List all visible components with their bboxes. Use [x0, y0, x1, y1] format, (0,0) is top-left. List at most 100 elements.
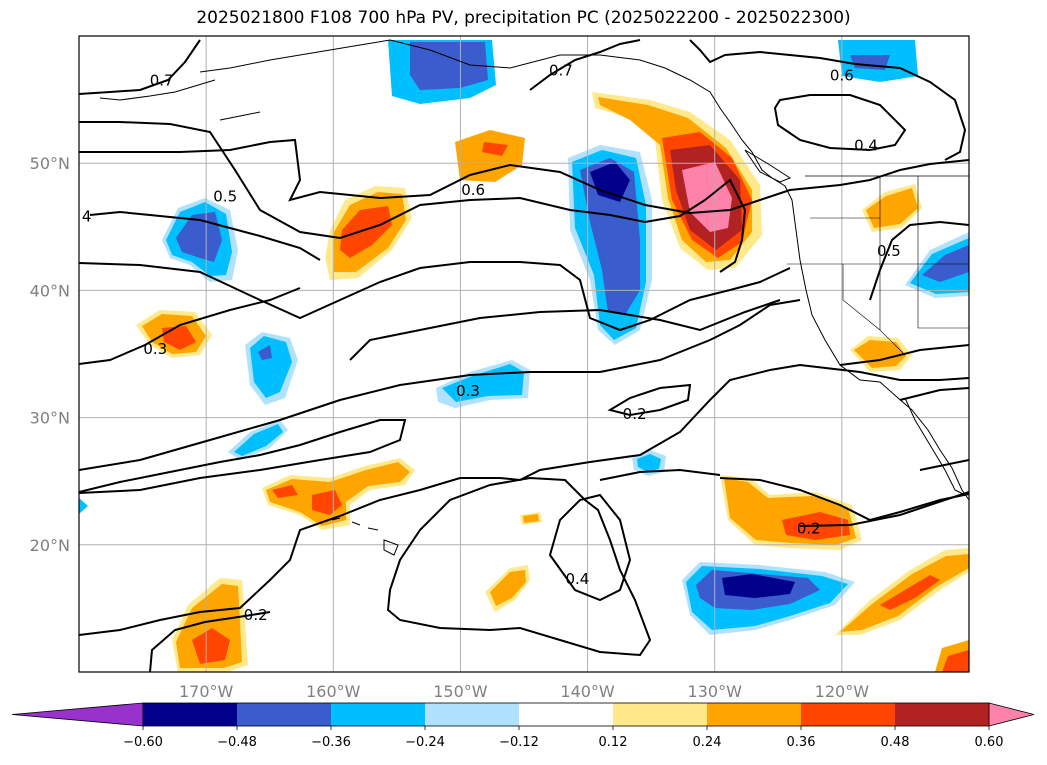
pv-contour-0.5-east: [869, 220, 969, 301]
contour-label: 0.4: [854, 136, 878, 154]
colorbar-tick-label: −0.12: [499, 735, 539, 750]
colorbar-swatch: [331, 703, 426, 726]
precip-blob-positive: [592, 92, 762, 270]
precip-blob-positive: [720, 475, 862, 550]
precip-blob-negative: [228, 420, 288, 460]
colorbar-swatch: [425, 703, 520, 726]
contour-label: 0.2: [244, 606, 268, 624]
precip-blob-negative: [905, 232, 969, 298]
colorbar-extend-min: [11, 702, 144, 727]
pv-contour-0.2-far: [599, 468, 969, 527]
colorbar-swatch: [143, 703, 238, 726]
contour-label: 0.3: [456, 382, 480, 400]
contour-label: 0.3: [143, 340, 167, 358]
contour-label: 0.5: [213, 187, 237, 205]
contour-label: 0.6: [830, 66, 854, 84]
precip-blob-positive: [935, 640, 969, 672]
lon-tick-label: 160°W: [306, 682, 361, 701]
longitude-tick-labels: 170°W 160°W 150°W 140°W 130°W 120°W: [179, 682, 869, 701]
precip-blob-negative: [436, 360, 530, 408]
pv-contour-0.4-inner: [548, 493, 632, 602]
vancouver-island: [744, 149, 792, 183]
pv-contour-0.3: [79, 299, 801, 471]
colorbar-swatch: [895, 703, 990, 726]
precip-blob-positive: [325, 186, 412, 280]
precip-blob-positive: [485, 565, 530, 612]
colorbar-tick-label: 0.36: [787, 735, 816, 750]
precip-blob-negative: [245, 332, 298, 405]
pv-contour-0.2-south: [79, 419, 407, 494]
precip-blob-negative: [568, 145, 652, 345]
colorbar-tick-label: −0.48: [217, 735, 257, 750]
contour-label: 0.7: [150, 72, 174, 90]
pv-contour-0.3-inner: [349, 299, 781, 361]
pv-contours: [79, 39, 969, 672]
pv-contour-0.6-top: [689, 39, 967, 161]
precip-blob-positive: [262, 458, 415, 530]
precip-blob-negative: [682, 562, 855, 635]
lat-tick-label: 50°N: [30, 154, 70, 173]
pv-contour-0.2-long: [79, 363, 969, 636]
precip-blob-negative: [632, 450, 666, 476]
precip-blob-positive: [172, 578, 248, 672]
precip-blob-negative: [388, 40, 496, 104]
pv-contour-0.4-nw: [773, 94, 907, 152]
colorbar-tick-label: 0.24: [693, 735, 722, 750]
lon-tick-label: 140°W: [560, 682, 615, 701]
colorbar-extend-max: [988, 702, 1035, 727]
lon-tick-label: 150°W: [433, 682, 488, 701]
pv-contour-4: [89, 210, 321, 261]
contour-label: 4: [82, 208, 92, 226]
lon-tick-label: 170°W: [179, 682, 234, 701]
coastlines: [99, 39, 969, 556]
pv-contour-east-bands: [839, 344, 969, 471]
colorbar-outline: [142, 702, 990, 727]
precip-blob-negative: [79, 498, 88, 514]
precip-blob-positive: [520, 512, 542, 525]
alaska-coastline: [199, 39, 743, 141]
colorbar-swatch: [801, 703, 896, 726]
pv-contour-0.3-west: [79, 287, 301, 365]
colorbar-swatch: [707, 703, 802, 726]
precipitation-shading: [79, 40, 969, 672]
latitude-tick-labels: 20°N 30°N 40°N 50°N: [30, 154, 70, 555]
contour-label: 0.2: [797, 519, 821, 537]
precip-blob-positive: [835, 548, 969, 635]
pv-contour-0.2-bottom: [149, 611, 271, 672]
map-frame: [78, 35, 970, 673]
hawaii-islands: [331, 517, 399, 556]
lat-tick-label: 20°N: [30, 536, 70, 555]
pv-contour-0.7-top: [529, 39, 641, 91]
gridlines: [79, 36, 969, 672]
pv-contour-0.2-loop: [607, 383, 692, 417]
baja-california: [904, 397, 966, 496]
lat-tick-label: 30°N: [30, 409, 70, 428]
colorbar-tick-label: 0.12: [599, 735, 628, 750]
colorbar-swatch: [237, 703, 332, 726]
colorbar-swatch: [519, 703, 614, 726]
contour-label: 0.6: [461, 181, 485, 199]
pv-contour-0.7-west: [79, 39, 201, 95]
colorbar: −0.60 −0.48 −0.36 −0.24 −0.12 0.12 0.24 0.36 0.4…: [11, 702, 1035, 750]
contour-label: 0.4: [565, 570, 589, 588]
colorbar-tick-label: 0.60: [975, 735, 1004, 750]
map-title: 2025021800 F108 700 hPa PV, precipitatio…: [196, 8, 851, 28]
lat-tick-label: 40°N: [30, 281, 70, 300]
colorbar-swatch: [613, 703, 708, 726]
lon-tick-label: 130°W: [688, 682, 743, 701]
colorbar-tick-label: −0.24: [405, 735, 445, 750]
colorbar-tick-label: −0.36: [311, 735, 351, 750]
colorbar-tick-label: 0.48: [881, 735, 910, 750]
pv-contour-0.2-east: [719, 477, 969, 522]
state-borders: [787, 176, 969, 356]
aleutian-islands: [99, 79, 261, 121]
contour-label: 0.7: [549, 61, 573, 79]
lon-tick-label: 120°W: [815, 682, 870, 701]
colorbar-tick-label: −0.60: [123, 735, 163, 750]
contour-labels: 0.7 0.7 0.6 0.4 0.5 0.5 0.6 4 0.3 0.3 0.2 0.2 0.4 0.2: [82, 61, 901, 623]
pv-contour-0.5-loop: [79, 261, 791, 332]
pv-contour-0.6: [79, 138, 969, 215]
pv-contour-0.4-loop: [386, 476, 652, 657]
contour-label: 0.5: [877, 242, 901, 260]
